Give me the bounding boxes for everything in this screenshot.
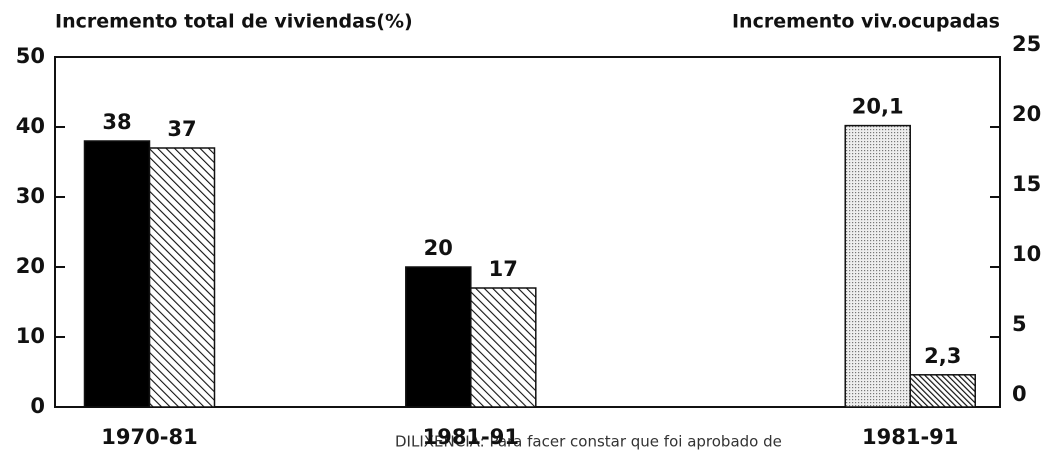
y2-tick-label: 15 (1012, 172, 1041, 196)
x-tick-label: 1970-81 (101, 425, 197, 449)
y2-tick-label: 10 (1012, 242, 1041, 266)
value-label: 17 (489, 257, 518, 281)
y-tick-label: 10 (16, 324, 45, 348)
bar (844, 124, 911, 408)
y-tick-label: 20 (16, 254, 45, 278)
y-tick-label: 50 (16, 44, 45, 68)
y2-tick-label: 25 (1012, 32, 1041, 56)
y2-tick-label: 5 (1012, 312, 1027, 336)
value-label: 20 (424, 236, 453, 260)
bar (405, 266, 472, 408)
value-label: 20,1 (852, 95, 904, 119)
value-label: 37 (167, 117, 196, 141)
annotation: DILIXENCIA: Para facer constar que foi a… (395, 433, 782, 451)
bar (83, 140, 151, 408)
x-tick-label: 1981-91 (862, 425, 958, 449)
y-tick-label: 40 (16, 114, 45, 138)
bar (909, 374, 976, 408)
y2-tick-label: 0 (1012, 382, 1027, 406)
y2-tick-label: 20 (1012, 102, 1041, 126)
bar (470, 287, 537, 408)
value-label: 2,3 (924, 344, 961, 368)
y-tick-label: 0 (30, 394, 45, 418)
chart-title: Incremento total de viviendas(%) (55, 11, 413, 33)
y-tick-label: 30 (16, 184, 45, 208)
y2-title: Incremento viv.ocupadas (732, 11, 1000, 33)
bar (148, 147, 216, 408)
value-label: 38 (102, 110, 131, 134)
x-tick-label: 1981-91 (423, 425, 519, 449)
